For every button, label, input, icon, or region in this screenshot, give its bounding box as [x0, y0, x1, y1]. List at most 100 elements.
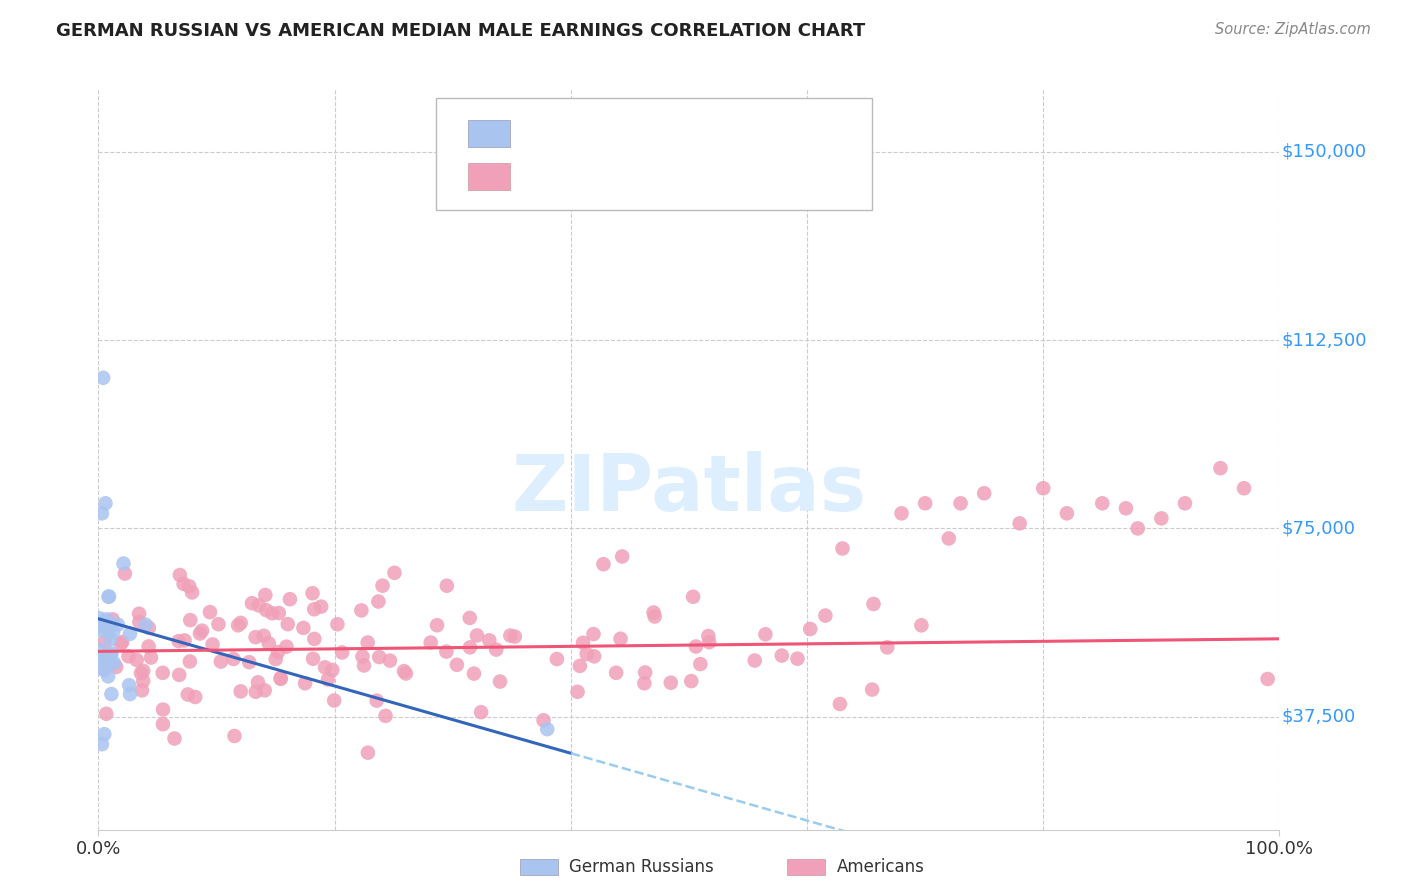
Point: [246, 675, 269, 690]
Point: [112, 557, 135, 571]
Text: GERMAN RUSSIAN VS AMERICAN MEDIAN MALE EARNINGS CORRELATION CHART: GERMAN RUSSIAN VS AMERICAN MEDIAN MALE E…: [56, 22, 866, 40]
Point: [862, 597, 884, 611]
Point: [828, 697, 851, 711]
Point: [831, 541, 853, 556]
Point: [326, 617, 349, 632]
Point: [201, 638, 224, 652]
Text: -0.185: -0.185: [572, 124, 630, 143]
Text: N =: N =: [644, 168, 683, 186]
Point: [860, 682, 883, 697]
Point: [94, 496, 117, 510]
Point: [91, 737, 114, 751]
Point: [90, 662, 112, 676]
Point: [270, 671, 292, 685]
Point: [697, 629, 720, 643]
Point: [330, 645, 353, 659]
Text: $75,000: $75,000: [1282, 519, 1355, 537]
Point: [294, 676, 316, 690]
Point: [1126, 521, 1149, 535]
Point: [89, 620, 111, 634]
Text: Source: ZipAtlas.com: Source: ZipAtlas.com: [1215, 22, 1371, 37]
Point: [100, 648, 122, 662]
Point: [634, 665, 657, 680]
Point: [367, 594, 389, 608]
Point: [96, 618, 118, 632]
Point: [1209, 461, 1232, 475]
Point: [1174, 496, 1197, 510]
Point: [131, 683, 153, 698]
Point: [139, 650, 162, 665]
Point: [458, 611, 481, 625]
Text: 157: 157: [690, 168, 724, 186]
Point: [682, 590, 704, 604]
Point: [110, 637, 132, 651]
Point: [304, 632, 326, 646]
Point: [575, 647, 598, 661]
Text: $150,000: $150,000: [1282, 143, 1367, 161]
Point: [292, 621, 315, 635]
Point: [384, 566, 406, 580]
Point: [114, 566, 136, 581]
Point: [118, 678, 141, 692]
Point: [97, 624, 120, 638]
Point: [105, 660, 128, 674]
Text: ZIPatlas: ZIPatlas: [512, 451, 866, 527]
Point: [257, 636, 280, 650]
Point: [179, 579, 201, 593]
Point: [98, 590, 121, 604]
Point: [643, 606, 665, 620]
Point: [609, 632, 631, 646]
Point: [419, 635, 441, 649]
Point: [659, 675, 682, 690]
Point: [592, 557, 614, 571]
Point: [240, 596, 263, 610]
Point: [107, 617, 129, 632]
Point: [434, 644, 457, 658]
Point: [93, 727, 115, 741]
Point: [89, 642, 111, 657]
Point: [184, 690, 207, 704]
Point: [353, 658, 375, 673]
Point: [357, 635, 380, 649]
Point: [181, 585, 204, 599]
Point: [938, 532, 960, 546]
Point: [93, 663, 115, 677]
Point: [226, 618, 249, 632]
Point: [132, 673, 155, 688]
Point: [167, 668, 190, 682]
Point: [546, 652, 568, 666]
Point: [100, 632, 122, 647]
Point: [681, 674, 703, 689]
Point: [302, 652, 325, 666]
Point: [100, 647, 122, 661]
Point: [97, 649, 120, 664]
Point: [207, 617, 229, 632]
Point: [96, 612, 118, 626]
Point: [91, 655, 114, 669]
Point: [94, 635, 117, 649]
Point: [499, 629, 522, 643]
Point: [582, 627, 605, 641]
Point: [914, 496, 936, 510]
Point: [262, 606, 284, 620]
Point: [633, 676, 655, 690]
Point: [314, 660, 336, 674]
Point: [583, 649, 606, 664]
Point: [503, 630, 526, 644]
Point: [374, 709, 396, 723]
Point: [97, 590, 120, 604]
Point: [301, 586, 323, 600]
Point: [238, 655, 260, 669]
Point: [890, 506, 912, 520]
Point: [536, 722, 558, 736]
Point: [366, 693, 388, 707]
Point: [697, 635, 720, 649]
Point: [744, 654, 766, 668]
Point: [229, 615, 252, 630]
Point: [426, 618, 449, 632]
Point: [128, 607, 150, 621]
Point: [392, 664, 415, 678]
Point: [276, 640, 298, 654]
Point: [352, 649, 374, 664]
Point: [101, 612, 124, 626]
